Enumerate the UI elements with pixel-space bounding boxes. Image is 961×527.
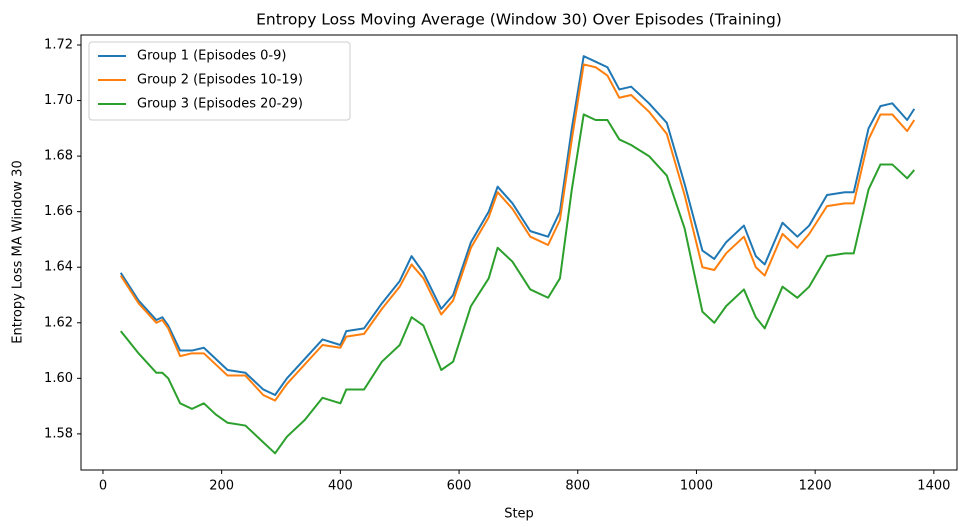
x-tick-label: 1200: [799, 479, 832, 494]
y-tick-label: 1.72: [44, 38, 73, 53]
y-tick-label: 1.58: [44, 426, 73, 441]
x-tick-label: 400: [328, 479, 353, 494]
y-tick-label: 1.62: [44, 315, 73, 330]
legend-label: Group 2 (Episodes 10-19): [137, 73, 303, 88]
x-tick-label: 1000: [680, 479, 713, 494]
y-tick-label: 1.64: [44, 260, 73, 275]
y-tick-label: 1.70: [44, 93, 73, 108]
legend-label: Group 3 (Episodes 20-29): [137, 97, 303, 112]
legend-box: [88, 41, 351, 121]
series-line: [119, 113, 916, 455]
legend-label: Group 1 (Episodes 0-9): [137, 49, 286, 64]
x-axis-label: Step: [504, 507, 534, 522]
x-tick-label: 600: [447, 479, 472, 494]
x-tick-label: 800: [565, 479, 590, 494]
x-tick-label: 200: [209, 479, 234, 494]
x-tick-label: 0: [99, 479, 107, 494]
y-tick-label: 1.66: [44, 204, 73, 219]
series-line: [119, 63, 916, 402]
y-tick-label: 1.68: [44, 149, 73, 164]
x-tick-label: 1400: [917, 479, 950, 494]
series-line: [119, 55, 916, 396]
plot-frame: [80, 34, 958, 471]
chart-title: Entropy Loss Moving Average (Window 30) …: [256, 11, 782, 29]
y-axis-label: Entropy Loss MA Window 30: [11, 160, 26, 343]
y-tick-label: 1.60: [44, 371, 73, 386]
